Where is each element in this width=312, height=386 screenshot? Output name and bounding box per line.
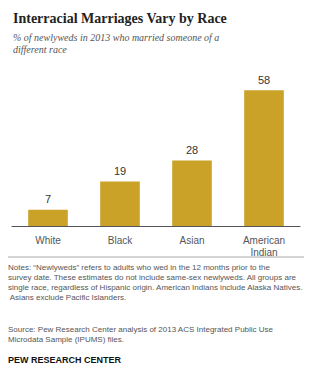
svg-text:Asians exclude Pacific Islande: Asians exclude Pacific Islanders.	[8, 293, 126, 302]
svg-text:Microdata Sample (IPUMS) files: Microdata Sample (IPUMS) files.	[8, 335, 124, 344]
svg-text:58: 58	[258, 74, 270, 86]
svg-text:American: American	[243, 235, 285, 246]
svg-text:PEW RESEARCH CENTER: PEW RESEARCH CENTER	[8, 355, 122, 365]
svg-text:survey date. These estimates d: survey date. These estimates do not incl…	[8, 273, 298, 282]
svg-text:7: 7	[45, 193, 51, 205]
svg-text:Interracial Marriages Vary by: Interracial Marriages Vary by Race	[13, 11, 227, 26]
svg-text:Asian: Asian	[179, 235, 204, 246]
svg-text:Notes: “Newlyweds” refers to a: Notes: “Newlyweds” refers to adults who …	[8, 263, 272, 272]
svg-text:Source: Pew Research Center an: Source: Pew Research Center analysis of …	[8, 325, 275, 334]
svg-text:Black: Black	[108, 235, 133, 246]
svg-text:different race: different race	[13, 44, 67, 55]
svg-text:% of newlyweds in 2013 who mar: % of newlyweds in 2013 who married someo…	[13, 32, 219, 43]
svg-text:28: 28	[186, 144, 198, 156]
svg-text:Indian: Indian	[250, 247, 277, 258]
svg-text:White: White	[35, 235, 61, 246]
svg-text:single race, regardless of His: single race, regardless of Hispanic orig…	[8, 283, 302, 292]
svg-text:19: 19	[114, 165, 126, 177]
